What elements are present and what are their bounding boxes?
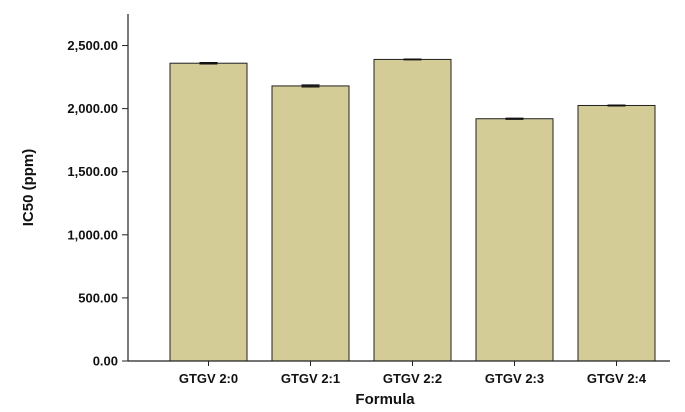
x-ticks-group: GTGV 2:0 GTGV 2:1 GTGV 2:2 GTGV 2:3 GTGV 2:4 — [179, 361, 647, 386]
y-tick-label: 1,500.00 — [67, 164, 118, 179]
error-bar — [403, 58, 422, 61]
error-bar — [505, 117, 524, 120]
y-axis-title: IC50 (ppm) — [20, 149, 37, 227]
bar — [475, 118, 554, 362]
x-tick-label: GTGV 2:2 — [383, 371, 442, 386]
y-tick-label: 1,000.00 — [67, 227, 118, 242]
x-axis-title: Formula — [355, 391, 415, 408]
bar — [373, 58, 452, 362]
x-tick-label: GTGV 2:1 — [281, 371, 340, 386]
y-ticks-group: 0.00 500.00 1,000.00 1,500.00 2,000.00 2,500.… — [67, 38, 128, 369]
bars-group — [169, 58, 656, 362]
y-tick-label: 2,500.00 — [67, 38, 118, 53]
y-tick-label: 0.00 — [93, 354, 118, 369]
bar — [169, 62, 248, 362]
y-tick-label: 2,000.00 — [67, 101, 118, 116]
error-bar — [199, 61, 218, 65]
x-tick-label: GTGV 2:3 — [485, 371, 544, 386]
y-tick-label: 500.00 — [78, 290, 118, 305]
error-bar — [301, 84, 320, 88]
error-bar — [607, 104, 626, 107]
x-tick-label: GTGV 2:4 — [587, 371, 647, 386]
x-tick-label: GTGV 2:0 — [179, 371, 238, 386]
bar — [577, 104, 656, 362]
bar — [271, 85, 350, 362]
